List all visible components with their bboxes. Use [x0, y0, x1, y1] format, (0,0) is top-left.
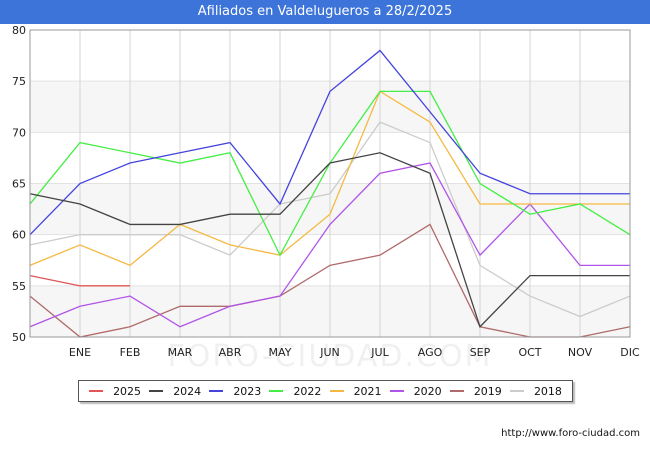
y-tick-label: 65: [12, 178, 26, 191]
legend-label: 2025: [113, 384, 142, 398]
x-tick-labels: ENE FEB MAR ABR MAY JUN JUL AGO SEP OCT NOV DIC: [69, 346, 640, 359]
legend-item-2025: 2025: [89, 385, 141, 398]
legend-label: 2018: [533, 384, 562, 398]
y-tick-label: 55: [12, 280, 26, 293]
legend-item-2019: 2019: [449, 384, 502, 398]
series-line-2024: [29, 152, 630, 328]
legend-swatch: [89, 390, 104, 392]
legend-swatch: [209, 390, 224, 392]
legend-item-2023: 2023: [209, 385, 261, 398]
y-tick-label: 50: [12, 331, 26, 344]
x-tick-label: MAY: [269, 346, 292, 359]
legend-label: 2020: [413, 384, 442, 398]
series-line-2023: [29, 49, 630, 236]
legend-swatch: [389, 390, 404, 392]
x-tick-label: FEB: [120, 346, 141, 359]
legend-item-2018: 2018: [509, 384, 562, 398]
legend-item-2024: 2024: [149, 385, 201, 398]
legend-swatch: [149, 390, 164, 392]
legend-label: 2024: [173, 384, 202, 398]
y-tick-label: 70: [12, 126, 26, 139]
legend-swatch: [329, 390, 344, 392]
x-tick-label: SEP: [470, 346, 491, 359]
y-tick-labels: 50 55 60 65 70 75 80: [12, 24, 26, 344]
legend-swatch: [509, 390, 524, 392]
plot-frame: [29, 29, 631, 338]
source-url: http://www.foro-ciudad.com: [501, 428, 640, 439]
x-tick-label: AGO: [418, 346, 443, 359]
chart-title: Afiliados en Valdelugueros a 28/2/2025: [0, 0, 650, 24]
legend-swatch: [449, 390, 464, 392]
legend-item-2020: 2020: [389, 384, 442, 398]
y-tick-label: 75: [12, 75, 26, 88]
legend-label: 2022: [293, 384, 322, 398]
x-tick-label: NOV: [568, 346, 593, 359]
x-tick-label: ABR: [219, 346, 242, 359]
legend-item-2022: 2022: [269, 385, 321, 398]
y-tick-label: 80: [12, 24, 26, 37]
y-tick-label: 60: [12, 229, 26, 242]
legend-swatch: [269, 390, 284, 392]
series-line-2025: [29, 274, 130, 287]
x-tick-label: JUN: [319, 346, 340, 359]
series-line-2021: [29, 90, 630, 267]
series-line-2018: [29, 121, 631, 318]
x-tick-label: OCT: [518, 346, 541, 359]
legend-label: 2021: [353, 384, 382, 398]
x-tick-label: ENE: [69, 346, 91, 359]
x-tick-label: JUL: [370, 346, 389, 359]
legend-item-2021: 2021: [329, 384, 382, 398]
legend-label: 2023: [233, 384, 262, 398]
x-tick-label: DIC: [620, 346, 640, 359]
x-tick-label: MAR: [168, 346, 193, 359]
legend-label: 2019: [473, 384, 502, 398]
watermark-text: FORO-CIUDAD.COM: [168, 339, 493, 374]
legend: 2025 2024 2023 2022 2021 2020 2019 2018: [78, 380, 573, 402]
